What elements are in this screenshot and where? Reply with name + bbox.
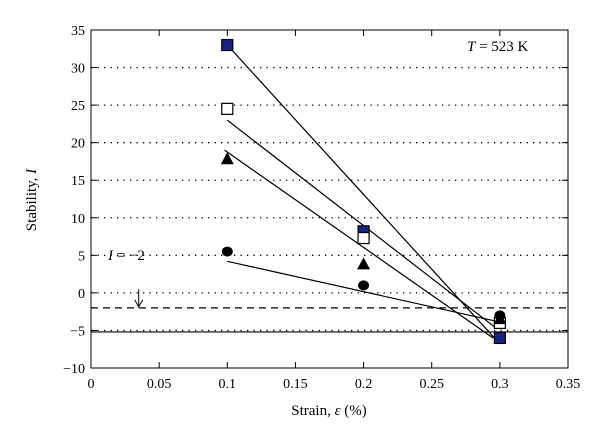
plot-frame (90, 29, 569, 369)
y-tick-label: 20 (71, 137, 85, 152)
fit-line (227, 260, 498, 323)
threshold-arrow (134, 289, 144, 308)
y-axis-label: Stability, I (24, 168, 40, 231)
arrow-head (134, 299, 144, 308)
x-tick-label: 0.3 (491, 377, 509, 392)
filled-triangle-point (220, 152, 234, 165)
y-tick-label: 35 (71, 24, 85, 39)
x-tick-label: 0.25 (419, 377, 444, 392)
y-tick-label: −10 (63, 362, 85, 377)
filled-circle-point (221, 246, 233, 257)
y-tick-label: 10 (71, 212, 85, 227)
open-square-point (221, 102, 234, 115)
temperature-annotation: T = 523 K (467, 39, 529, 55)
x-tick-label: 0.35 (556, 377, 581, 392)
y-tick-label: 25 (71, 99, 85, 114)
y-tick-label: 15 (71, 174, 85, 189)
x-tick-label: 0.15 (283, 377, 308, 392)
y-axis-ticks: −10 −5 0 5 10 15 20 25 30 35 (63, 24, 568, 377)
data-points (220, 38, 507, 345)
filled-square-point (221, 38, 234, 52)
filled-circle-point (358, 280, 370, 291)
stability-threshold-annotation: I = −2 (107, 248, 145, 264)
x-tick-label: 0 (88, 377, 95, 392)
x-tick-label: 0.1 (219, 377, 237, 392)
y-tick-label: 5 (78, 249, 85, 264)
x-axis-label: Strain, ε (%) (291, 403, 367, 419)
grid-lines (91, 66, 568, 332)
x-tick-label: 0.2 (355, 377, 373, 392)
fit-line (226, 119, 498, 330)
fit-line (226, 44, 495, 339)
x-tick-label: 0.05 (147, 377, 172, 392)
filled-square-point (493, 331, 506, 345)
y-tick-label: −5 (70, 324, 85, 339)
open-square-point (357, 231, 370, 245)
filled-circle-point (494, 310, 506, 321)
y-tick-label: 0 (78, 287, 85, 302)
fit-lines (224, 44, 498, 339)
x-axis-ticks: 0 0.05 0.1 0.15 0.2 0.25 0.3 0.35 (88, 30, 581, 392)
filled-triangle-point (357, 257, 371, 270)
y-tick-label: 30 (71, 62, 85, 77)
